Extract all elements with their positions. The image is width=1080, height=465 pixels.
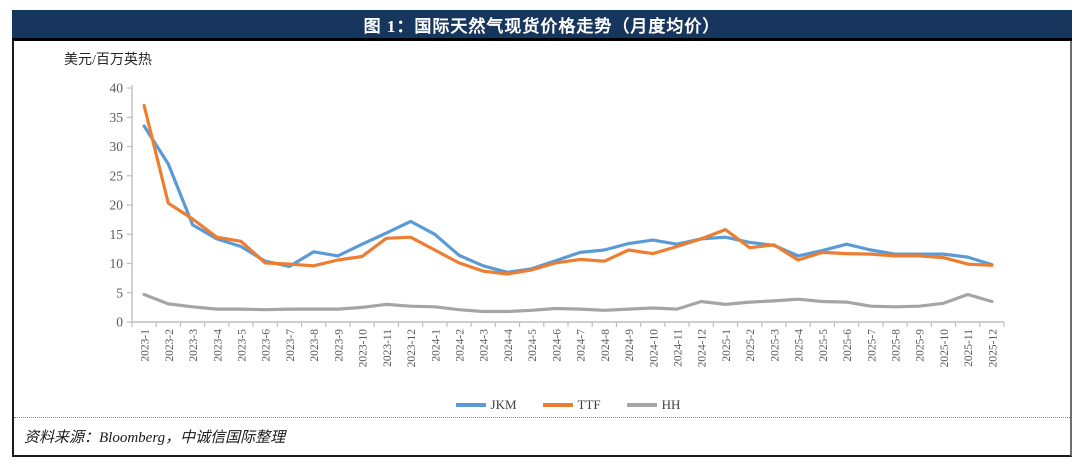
- x-tick-label: 2024-5: [527, 329, 539, 362]
- x-tick-label: 2024-1: [430, 329, 442, 362]
- x-tick-label: 2025-12: [987, 329, 999, 368]
- x-tick-label: 2025-9: [915, 329, 927, 362]
- x-tick-label: 2023-8: [309, 329, 321, 362]
- figure-panel: 图 1：国际天然气现货价格走势（月度均价） 美元/百万英热 0 5 10 15 20 25…: [12, 10, 1072, 457]
- x-tick-label: 2025-2: [745, 329, 757, 362]
- x-tick-label: 2024-12: [697, 329, 709, 368]
- legend-item-jkm: JKM: [455, 397, 517, 413]
- x-tick-label: 2025-10: [939, 329, 951, 368]
- x-tick-label: 2025-7: [866, 329, 878, 362]
- x-tick-label: 2025-8: [891, 329, 903, 362]
- x-tick-label: 2024-8: [600, 329, 612, 362]
- series-line-ttf: [142, 103, 994, 276]
- x-tick-label: 2023-4: [212, 329, 224, 362]
- source-text: 资料来源：Bloomberg，中诚信国际整理: [24, 430, 286, 446]
- x-tick-label: 2023-7: [285, 329, 297, 362]
- figure-title: 图 1：国际天然气现货价格走势（月度均价）: [363, 16, 721, 36]
- source-row: 资料来源：Bloomberg，中诚信国际整理: [14, 417, 1070, 455]
- figure-title-bar: 图 1：国际天然气现货价格走势（月度均价）: [12, 10, 1072, 41]
- x-tick-label: 2024-10: [648, 329, 660, 368]
- x-tick-label: 2023-11: [382, 329, 394, 367]
- x-tick-label: 2023-1: [140, 329, 152, 362]
- legend-item-hh: HH: [626, 397, 681, 413]
- x-tick-label: 2024-9: [624, 329, 636, 362]
- legend-label: TTF: [577, 397, 601, 412]
- x-tick-label: 2023-12: [406, 329, 418, 368]
- x-tick-label: 2024-11: [673, 329, 685, 367]
- legend-item-ttf: TTF: [542, 397, 601, 413]
- y-tick-label: 20: [110, 198, 124, 213]
- x-tick-label: 2025-11: [963, 329, 975, 367]
- x-tick-label: 2025-4: [794, 329, 806, 362]
- x-tick-label: 2024-4: [503, 329, 515, 362]
- x-tick-label: 2023-3: [188, 329, 200, 362]
- line-chart: 0 5 10 15 20 25 30 35 40 2023-1 2023-2 2023-3 2023-4…: [110, 81, 1005, 368]
- x-tick-label: 2024-7: [576, 329, 588, 362]
- legend-label: JKM: [490, 397, 517, 412]
- x-tick-label: 2025-5: [818, 329, 830, 362]
- legend-swatch-jkm: [455, 403, 486, 407]
- chart-area: 美元/百万英热 0 5 10 15 20 25 30 35 40 2023-1 2023-2 2023…: [14, 41, 1070, 417]
- x-tick-label: 2023-2: [164, 329, 176, 362]
- x-tick-label: 2024-3: [479, 329, 491, 362]
- x-tick-label: 2025-6: [842, 329, 854, 362]
- y-tick-label: 35: [110, 110, 124, 125]
- y-tick-label: 40: [110, 81, 124, 96]
- x-tick-label: 2025-1: [721, 329, 733, 362]
- y-tick-label: 0: [116, 315, 123, 330]
- series-line-jkm: [142, 124, 994, 274]
- legend-swatch-hh: [626, 403, 657, 407]
- x-tick-label: 2024-2: [455, 329, 467, 362]
- chart-legend: JKM TTF HH: [132, 397, 1004, 413]
- y-axis-unit-label: 美元/百万英热: [64, 53, 152, 68]
- y-tick-label: 30: [110, 139, 124, 154]
- legend-label: HH: [661, 397, 681, 412]
- series-line-hh: [142, 292, 994, 314]
- x-tick-label: 2023-6: [261, 329, 273, 362]
- figure-body: 美元/百万英热 0 5 10 15 20 25 30 35 40 2023-1 2023-2 2023…: [12, 41, 1072, 457]
- x-tick-label: 2023-9: [333, 329, 345, 362]
- x-tick-label: 2023-10: [358, 329, 370, 368]
- x-tick-label: 2023-5: [237, 329, 249, 362]
- x-tick-label: 2024-6: [551, 329, 563, 362]
- x-tick-label: 2025-3: [769, 329, 781, 362]
- y-tick-label: 5: [116, 285, 123, 300]
- y-tick-label: 25: [110, 168, 124, 183]
- y-tick-label: 15: [110, 227, 124, 242]
- legend-swatch-ttf: [542, 403, 573, 407]
- y-tick-label: 10: [110, 256, 124, 271]
